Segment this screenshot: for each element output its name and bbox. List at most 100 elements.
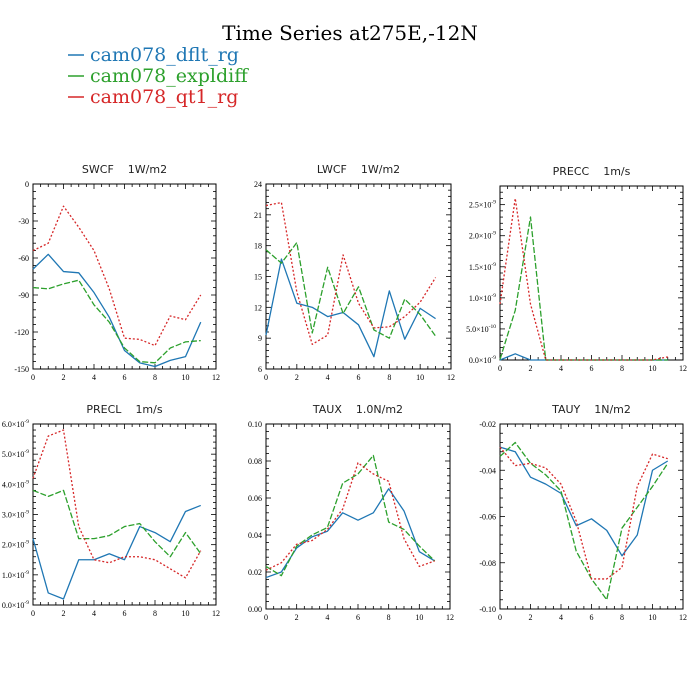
y-tick-label: 0.08 (248, 457, 262, 466)
series-line-cam078_expldiff (265, 454, 436, 577)
x-tick-label: 2 (295, 373, 299, 382)
y-tick-mantissa: 5.0 (466, 325, 476, 334)
panel-variable: SWCF (82, 163, 114, 176)
y-tick-exponent: -9 (24, 449, 29, 455)
chart-panels: SWCF 1W/m20 2 4 6 8 10 120-30-60-90-120-150LWCF… (2, 163, 687, 622)
series-line-cam078_dflt_rg (265, 258, 436, 358)
y-tick-times: ×10 (12, 480, 25, 489)
figure-title: Time Series at275E,-12N (222, 21, 478, 45)
panel-units: 1m/s (135, 403, 162, 416)
y-tick-label: 24 (254, 180, 262, 189)
x-tick-label: 6 (590, 364, 594, 373)
x-tick-label: 0 (498, 613, 502, 622)
panel-title: PRECC 1m/s (553, 165, 631, 178)
y-tick-exponent: -9 (491, 293, 496, 299)
y-tick-times: ×10 (12, 420, 25, 429)
y-tick-label: 9 (258, 334, 262, 343)
x-tick-label: 8 (387, 613, 391, 622)
series-line-cam078_expldiff (265, 241, 437, 339)
y-tick-exponent: -9 (491, 262, 496, 268)
y-tick-exponent: -9 (24, 510, 29, 516)
y-tick-exponent: -9 (24, 540, 29, 546)
y-tick-mantissa: 1.5 (469, 263, 479, 272)
x-tick-label: 6 (590, 613, 594, 622)
y-tick-exponent: -9 (24, 570, 29, 576)
x-tick-label: 12 (679, 364, 687, 373)
y-tick-times: ×10 (479, 201, 492, 210)
x-tick-label: 0 (264, 613, 268, 622)
series-line-cam078_dflt_rg (499, 446, 669, 557)
y-tick-label: 5.0×10-9 (2, 449, 29, 459)
y-tick-label: -0.04 (479, 466, 496, 475)
y-tick-label: 0.04 (248, 531, 262, 540)
panel-units: 1W/m2 (128, 163, 167, 176)
y-tick-label: 1.0×10-9 (469, 293, 496, 303)
y-tick-label: 1.0×10-9 (2, 570, 29, 580)
series-line-cam078_dflt_rg (265, 488, 436, 579)
y-tick-mantissa: 0.0 (469, 356, 479, 365)
x-tick-label: 6 (123, 373, 127, 382)
x-tick-label: 4 (559, 613, 563, 622)
y-tick-label: 6 (258, 365, 262, 374)
panel-title: TAUY 1N/m2 (551, 403, 631, 416)
x-tick-label: 0 (264, 373, 268, 382)
x-tick-label: 12 (212, 609, 220, 618)
y-tick-label: 2.0×10-9 (2, 540, 29, 550)
y-tick-label: 0.10 (248, 420, 262, 429)
y-tick-exponent: -10 (489, 324, 497, 330)
x-tick-label: 12 (447, 373, 455, 382)
x-tick-label: 6 (357, 373, 361, 382)
x-tick-label: 10 (182, 609, 190, 618)
plot-frame (499, 423, 684, 610)
series-line-cam078_qt1_rg (265, 201, 437, 345)
panel-taux: TAUX 1.0N/m2 0 2 4 6 8 10 12 0.00 0.02 0.04 0.06 0.08… (248, 403, 454, 622)
y-tick-label: 1.5×10-9 (469, 262, 496, 272)
panel-title: PRECL 1m/s (86, 403, 162, 416)
y-tick-label: -90 (18, 291, 29, 300)
y-tick-mantissa: 3.0 (2, 511, 12, 520)
legend-label-cam078_dflt_rg: cam078_dflt_rg (90, 44, 239, 66)
y-tick-label: 0.0×10-9 (469, 355, 496, 365)
x-tick-label: 0 (31, 609, 35, 618)
x-tick-label: 12 (446, 613, 454, 622)
y-tick-mantissa: 4.0 (2, 480, 12, 489)
y-tick-exponent: -9 (24, 479, 29, 485)
panel-tauy: TAUY 1N/m2 0 2 4 6 8 10 12 -0.02 -0.04 -0.06 -0.08 -0… (479, 403, 687, 622)
y-tick-times: ×10 (479, 232, 492, 241)
y-tick-times: ×10 (12, 571, 25, 580)
x-tick-label: 0 (498, 364, 502, 373)
legend-label-cam078_qt1_rg: cam078_qt1_rg (90, 86, 238, 108)
panel-swcf: SWCF 1W/m2 0 2 4 6 8 10 12 0 -30 -60 -90 -120 -150 (14, 163, 220, 382)
y-tick-label: -150 (14, 365, 29, 374)
x-tick-label: 8 (620, 613, 624, 622)
plot-frame (265, 183, 452, 370)
x-tick-label: 0 (31, 373, 35, 382)
series-line-cam078_expldiff (32, 279, 201, 364)
y-tick-exponent: -9 (24, 600, 29, 606)
series-line-cam078_dflt_rg (32, 504, 201, 600)
y-tick-exponent: -9 (491, 231, 496, 237)
panel-units: 1N/m2 (594, 403, 631, 416)
legend-label-cam078_expldiff: cam078_expldiff (90, 65, 249, 87)
series-line-cam078_qt1_rg (499, 197, 668, 361)
panel-units: 1W/m2 (361, 163, 400, 176)
panel-variable: TAUY (551, 403, 580, 416)
y-tick-times: ×10 (479, 294, 492, 303)
y-tick-label: 0.00 (248, 605, 262, 614)
panel-variable: TAUX (312, 403, 342, 416)
x-tick-label: 8 (153, 609, 157, 618)
y-tick-exponent: -9 (24, 419, 29, 425)
x-tick-label: 2 (529, 613, 533, 622)
series-line-cam078_qt1_rg (32, 205, 202, 347)
y-tick-label: -0.02 (479, 420, 496, 429)
y-tick-times: ×10 (12, 511, 25, 520)
x-tick-label: 4 (559, 364, 563, 373)
y-tick-label: -0.08 (479, 559, 496, 568)
plot-frame (265, 423, 451, 610)
panel-variable: PRECC (553, 165, 590, 178)
y-tick-label: 5.0×10-10 (466, 324, 496, 334)
series-line-cam078_qt1_rg (265, 462, 435, 571)
x-tick-label: 8 (153, 373, 157, 382)
y-tick-mantissa: 2.0 (469, 232, 479, 241)
